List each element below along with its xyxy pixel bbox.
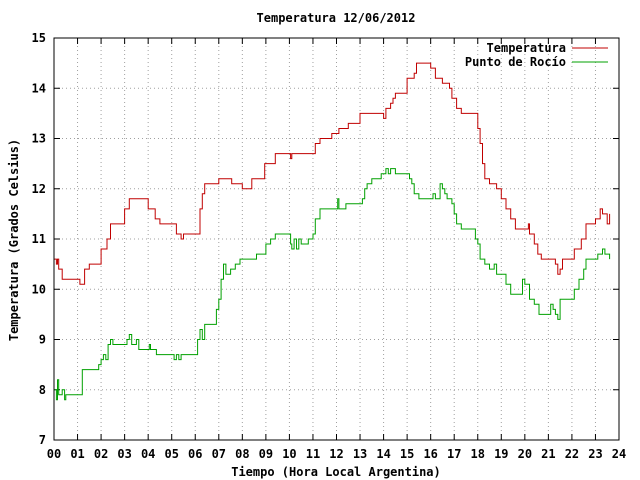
y-tick-label: 14 [32,81,46,95]
x-tick-label: 18 [471,447,485,461]
x-axis-label: Tiempo (Hora Local Argentina) [231,465,441,479]
chart-title: Temperatura 12/06/2012 [257,11,416,25]
x-tick-label: 10 [282,447,296,461]
legend-label: Punto de Rocío [465,55,566,69]
y-tick-label: 10 [32,282,46,296]
y-tick-label: 9 [39,333,46,347]
legend-label: Temperatura [487,41,566,55]
x-tick-label: 08 [235,447,249,461]
series-line-temperatura [54,62,611,285]
y-tick-label: 13 [32,132,46,146]
x-tick-label: 06 [188,447,202,461]
series-line-punto-de-rocio [54,168,611,401]
x-tick-label: 23 [588,447,602,461]
x-tick-label: 01 [70,447,84,461]
x-tick-label: 05 [164,447,178,461]
x-tick-label: 09 [259,447,273,461]
axis-ticks: 00 01 02 03 04 05 06 07 08 09 10 11 12 13 14 15 16 17 18 19… [32,31,627,461]
x-tick-label: 03 [117,447,131,461]
x-tick-label: 22 [565,447,579,461]
x-tick-label: 00 [47,447,61,461]
plot-frame [53,37,620,441]
x-tick-label: 07 [212,447,226,461]
y-axis-label: Temperatura (Grados Celsius) [7,139,21,341]
x-tick-label: 11 [306,447,320,461]
series-lines [54,62,611,401]
y-tick-label: 12 [32,182,46,196]
x-tick-label: 16 [423,447,437,461]
x-tick-label: 21 [541,447,555,461]
x-tick-label: 13 [353,447,367,461]
x-tick-label: 02 [94,447,108,461]
x-tick-label: 20 [518,447,532,461]
x-tick-label: 17 [447,447,461,461]
y-tick-label: 15 [32,31,46,45]
x-tick-label: 14 [376,447,390,461]
y-tick-label: 7 [39,433,46,447]
x-tick-label: 15 [400,447,414,461]
x-tick-label: 04 [141,447,155,461]
x-tick-label: 12 [329,447,343,461]
x-tick-label: 24 [612,447,626,461]
y-tick-label: 8 [39,383,46,397]
x-tick-label: 19 [494,447,508,461]
y-tick-label: 11 [32,232,46,246]
grid-lines [54,38,619,440]
